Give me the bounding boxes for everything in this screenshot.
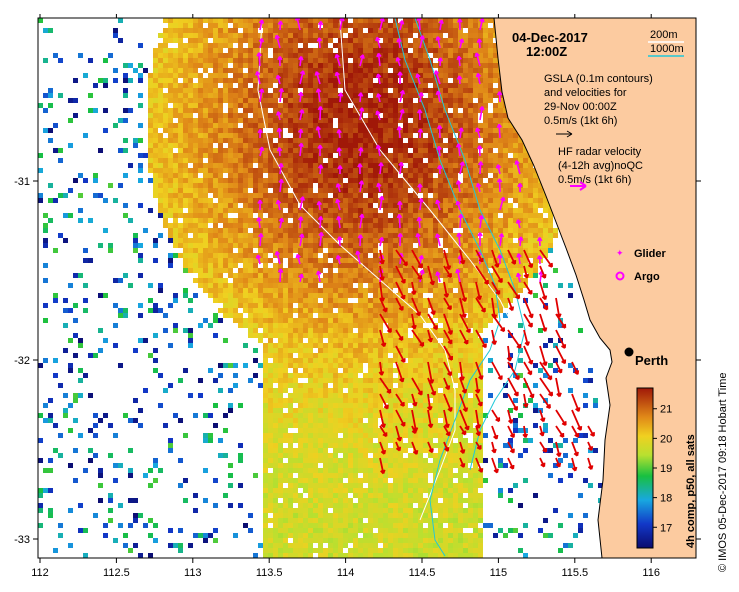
argo-marker-icon	[615, 271, 625, 281]
x-axis: 112 112.5 113 113.5 114 114.5 115 115.5 116	[31, 14, 660, 579]
x-tick-label: 112.5	[103, 567, 130, 579]
plot-frame	[37, 17, 697, 559]
gsla-note-line-4: 0.5m/s (1kt 6h)	[544, 115, 617, 127]
x-tick-label: 114.5	[409, 567, 436, 579]
contour-legend-200m: 200m	[650, 29, 678, 41]
colorbar	[636, 387, 654, 549]
hf-note-line-2: (4-12h avg)noQC	[558, 160, 643, 172]
colorbar-tick-label: 19	[660, 463, 672, 475]
y-tick-label: -31	[14, 176, 30, 188]
map-time: 12:00Z	[526, 44, 567, 59]
x-tick-label: 112	[31, 567, 49, 579]
city-label: Perth	[635, 353, 668, 368]
copyright-side-label: © IMOS 05-Dec-2017 09:18 Hobart Time	[717, 373, 729, 572]
y-axis: -31 -32 -33	[14, 176, 701, 546]
gsla-note-line-1: GSLA (0.1m contours)	[544, 73, 653, 85]
contour-200m	[257, 19, 456, 521]
gsla-note-line-3: 29-Nov 00:00Z	[544, 101, 617, 113]
gsla-note-line-2: and velocities for	[544, 87, 627, 99]
map-date: 04-Dec-2017	[512, 30, 588, 45]
hf-radar-arrows	[378, 249, 595, 475]
colorbar-tick-label: 21	[660, 404, 672, 416]
gsla-velocity-arrows	[255, 18, 544, 283]
x-tick-label: 116	[642, 567, 660, 579]
x-tick-label: 114	[337, 567, 355, 579]
colorbar-label: 4h comp, p50, all sats	[685, 434, 697, 548]
glider-marker-icon: ✦	[616, 248, 624, 258]
copyright-side-label-wrap: © IMOS 05-Dec-2017 09:18 Hobart Time	[717, 373, 729, 572]
x-tick-label: 115	[490, 567, 508, 579]
x-tick-label: 113	[184, 567, 202, 579]
legend-argo: Argo	[634, 271, 660, 283]
contour-1000m	[394, 18, 501, 557]
hf-note-line-1: HF radar velocity	[558, 146, 642, 158]
contour-1000m	[414, 18, 526, 471]
colorbar-tick-label: 20	[660, 433, 672, 445]
contour-legend-1000m: 1000m	[650, 43, 684, 55]
hf-note-line-3: 0.5m/s (1kt 6h)	[558, 174, 631, 186]
hf-scale-arrow-head	[579, 181, 587, 191]
x-tick-label: 113.5	[256, 567, 283, 579]
y-tick-label: -32	[14, 355, 30, 367]
contour-200m	[339, 19, 521, 341]
perth-marker-icon	[624, 347, 634, 357]
sst-pixels	[38, 18, 633, 558]
colorbar-ticks: 21 20 19 18 17	[653, 404, 672, 534]
y-tick-label: -33	[14, 534, 30, 546]
legend-glider: Glider	[634, 248, 667, 260]
gsla-scale-arrow-head	[566, 130, 573, 138]
x-tick-label: 115.5	[561, 567, 588, 579]
colorbar-tick-label: 18	[660, 493, 672, 505]
colorbar-tick-label: 17	[660, 522, 672, 534]
